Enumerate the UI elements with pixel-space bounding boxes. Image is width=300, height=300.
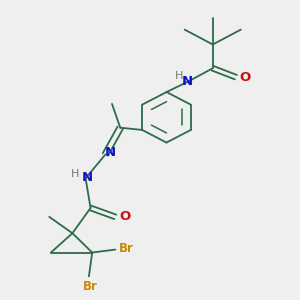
Text: N: N [182,75,193,88]
Text: Br: Br [119,242,134,256]
Text: H: H [71,169,79,179]
Text: N: N [104,146,116,159]
Text: N: N [82,171,93,184]
Text: Br: Br [83,280,98,293]
Text: O: O [119,210,130,223]
Text: H: H [175,71,183,81]
Text: O: O [240,71,251,84]
